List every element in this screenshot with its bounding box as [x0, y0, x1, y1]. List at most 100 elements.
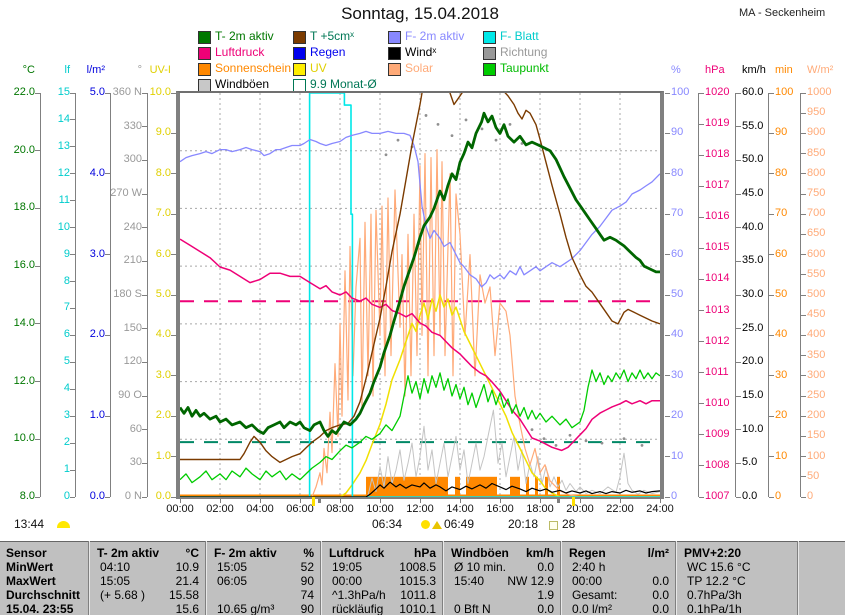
axis-tick — [142, 294, 147, 296]
axis-tick-label: 1008 — [705, 458, 730, 471]
legend-label-richtung: Richtung — [500, 45, 548, 59]
axis-tick — [736, 92, 741, 94]
table-separator-highlight — [206, 541, 207, 615]
axis-tick — [769, 92, 774, 94]
axis-tick-label: 70 — [775, 207, 788, 220]
axis-tick — [736, 395, 741, 397]
axis-tick-label: 30 — [129, 456, 142, 469]
axis-tick-label: 30 — [775, 368, 788, 381]
axis-tick — [801, 274, 806, 276]
series-solar — [180, 148, 660, 497]
table-cell-value: 74 — [300, 588, 314, 602]
series-sonnenschein — [455, 476, 460, 497]
axis-tick-label: 1011 — [705, 365, 729, 378]
legend-label-taupunkt: Taupunkt — [500, 61, 549, 75]
legend-swatch-uv — [293, 63, 306, 76]
axis-tick-label: 10.0 — [13, 432, 35, 445]
table-cell-value: 90 — [300, 602, 314, 615]
legend-swatch-t-5cm — [293, 31, 306, 44]
table-col-unit: hPa — [413, 546, 436, 560]
axis-line-km-h — [735, 93, 736, 497]
axis-tick — [142, 462, 147, 464]
axis-tick-label: 360 N — [112, 86, 142, 98]
axis-tick — [801, 435, 806, 437]
axis-tick — [35, 323, 40, 325]
axis-tick — [769, 415, 774, 417]
axis-tick-label: 50.0 — [742, 153, 764, 166]
table-col-header-pmv-2-20: PMV+2:20 — [684, 546, 742, 560]
series-f-blatt — [180, 93, 660, 497]
table-cell-value: NW 12.9 — [507, 574, 554, 588]
legend-swatch-t-2m-aktiv — [198, 31, 211, 44]
axis-line- — [147, 93, 148, 497]
table-cell: Ø 10 min. — [454, 560, 507, 574]
table-cell-value: 0.0 — [652, 602, 669, 615]
x-tick — [500, 499, 501, 503]
axis-tick-label: 18.0 — [13, 201, 35, 214]
axis-tick-label: 4.0 — [155, 328, 171, 341]
table-col-unit: km/h — [525, 546, 554, 560]
table-col-header-windb-en: Windböen — [451, 546, 509, 560]
axis-tick-label: 900 — [807, 126, 826, 139]
axis-tick — [801, 112, 806, 114]
axis-tick — [736, 126, 741, 128]
axis-tick-label: 250 — [807, 389, 826, 401]
axis-tick-label: 0 — [807, 490, 814, 502]
station-label: MA - Seckenheim — [739, 7, 826, 19]
clock-time: 13:44 — [14, 517, 45, 531]
axis-tick — [142, 159, 147, 161]
table-cell-value: 52 — [300, 560, 314, 574]
axis-tick — [171, 496, 176, 498]
axis-tick-label: 350 — [807, 348, 826, 361]
axis-tick-label: 40 — [775, 328, 788, 341]
axis-tick-label: 330 — [123, 119, 142, 132]
axis-sun-mark — [557, 497, 560, 503]
axis-tick-label: 2.0 — [155, 409, 171, 422]
axis-tick-label: 1018 — [705, 148, 730, 161]
x-tick-label: 00:00 — [166, 503, 194, 515]
axis-tick-label: 270 W — [110, 187, 142, 199]
axis-tick — [105, 254, 110, 256]
axis-tick — [35, 207, 40, 209]
legend-swatch-taupunkt — [483, 63, 496, 76]
table-cell: 15:40 — [454, 574, 485, 588]
axis-tick — [769, 213, 774, 215]
table-cell: TP 12.2 °C — [687, 574, 746, 588]
axis-tick — [171, 132, 176, 134]
axis-tick-label: 35.0 — [742, 254, 764, 267]
axis-tick-label: 60 — [671, 247, 684, 260]
axis-tick-label: 50 — [775, 288, 788, 300]
axis-tick — [70, 415, 75, 417]
table-cell: 00:00 — [332, 574, 363, 588]
axis-tick-label: 8.0 — [155, 166, 171, 179]
x-tick — [580, 499, 581, 503]
axis-tick-label: 10 — [671, 449, 684, 462]
axis-title-l-m: l/m² — [86, 64, 105, 76]
table-row-label: Durchschnitt — [6, 588, 81, 602]
legend-label-9-9-monat: 9.9 Monat-Ø — [310, 77, 377, 91]
series-taupunkt — [180, 369, 660, 484]
axis-tick-label: 20 — [671, 409, 684, 422]
axis-tick — [699, 247, 704, 249]
axis-tick — [801, 415, 806, 417]
axis-tick — [171, 213, 176, 215]
axis-tick — [699, 216, 704, 218]
sunrise-sun-icon — [421, 520, 430, 529]
axis-tick — [142, 429, 147, 431]
x-tick — [460, 499, 461, 503]
table-col-header-luftdruck: Luftdruck — [329, 546, 385, 560]
axis-tick — [736, 227, 741, 229]
x-tick — [380, 499, 381, 503]
table-col-header-regen: Regen — [569, 546, 606, 560]
table-cell-value: 1008.5 — [399, 560, 436, 574]
axis-line-w-m — [800, 93, 801, 497]
axis-tick — [171, 173, 176, 175]
table-cell: Gesamt: — [572, 588, 618, 602]
legend-label-sonnenschein: Sonnenschein — [215, 61, 292, 75]
table-cell-value: 10.9 — [175, 560, 199, 574]
series-sonnenschein — [545, 476, 548, 497]
axis-tick — [699, 185, 704, 187]
x-tick — [620, 499, 621, 503]
axis-tick — [736, 429, 741, 431]
axis-tick-label: 180 S — [113, 288, 142, 300]
